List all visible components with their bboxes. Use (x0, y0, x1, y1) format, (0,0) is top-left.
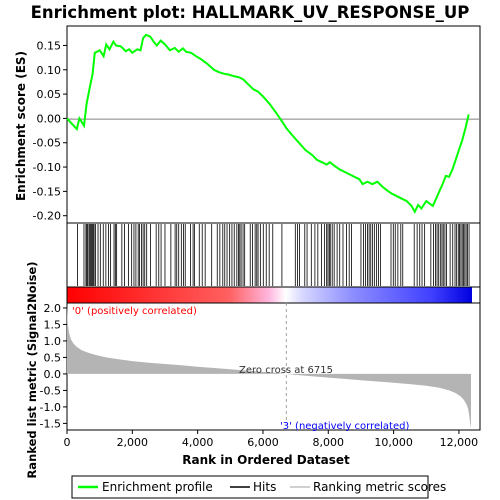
es-tick-label: -0.20 (33, 210, 61, 223)
x-tick-label: 12,000 (440, 436, 479, 449)
metric-tick-label: -1.0 (40, 401, 61, 414)
metric-tick-label: 1.0 (44, 335, 62, 348)
es-tick-label: 0.15 (37, 39, 62, 52)
positive-correlation-label: '0' (positively correlated) (72, 306, 197, 317)
legend-profile-label: Enrichment profile (102, 480, 213, 494)
enrichment-profile-line (66, 33, 470, 214)
x-tick-label: 2,000 (117, 436, 149, 449)
legend-hits-label: Hits (253, 480, 276, 494)
es-tick-label: -0.15 (33, 185, 61, 198)
es-tick-label: -0.10 (33, 161, 61, 174)
es-panel-frame (66, 25, 481, 224)
x-tick-label: 10,000 (374, 436, 413, 449)
legend-metric-label: Ranking metric scores (313, 480, 446, 494)
x-axis-title: Rank in Ordered Dataset (182, 453, 350, 467)
hits-marks (77, 224, 470, 286)
metric-tick-label: -0.5 (40, 384, 61, 397)
legend: Enrichment profile Hits Ranking metric s… (71, 475, 446, 499)
es-y-ticks: 0.15 0.10 0.05 0.00 -0.05 -0.10 -0.15 -0.20 (33, 39, 67, 223)
metric-tick-label: 0.0 (44, 368, 62, 381)
zero-cross-label: Zero cross at 6715 (239, 365, 333, 376)
metric-y-ticks: 2.0 1.5 1.0 0.5 0.0 -0.5 -1.0 -1.5 (40, 302, 67, 430)
metric-tick-label: 2.0 (44, 302, 62, 315)
negative-correlation-label: '3' (negatively correlated) (280, 421, 409, 432)
hits-panel-frame (66, 222, 481, 288)
x-axis-ticks: 0 2,000 4,000 6,000 8,000 10,000 12,000 (64, 430, 479, 449)
x-tick-label: 0 (64, 436, 71, 449)
chart-title: Enrichment plot: HALLMARK_UV_RESPONSE_UP (31, 3, 470, 22)
x-tick-label: 8,000 (313, 436, 345, 449)
x-tick-label: 6,000 (247, 436, 279, 449)
metric-tick-label: 0.5 (44, 351, 62, 364)
ranked-metric-area (67, 304, 471, 429)
es-tick-label: -0.05 (33, 137, 61, 150)
metric-tick-label: 1.5 (44, 318, 62, 331)
es-tick-label: 0.00 (37, 112, 62, 125)
x-tick-label: 4,000 (182, 436, 214, 449)
metric-y-axis-title: Ranked list metric (Signal2Noise) (25, 261, 39, 478)
es-tick-label: 0.05 (37, 88, 62, 101)
es-y-axis-title: Enrichment score (ES) (14, 51, 28, 201)
es-tick-label: 0.10 (37, 64, 62, 77)
rank-heatmap-bar (67, 287, 472, 303)
metric-tick-label: -1.5 (40, 417, 61, 430)
